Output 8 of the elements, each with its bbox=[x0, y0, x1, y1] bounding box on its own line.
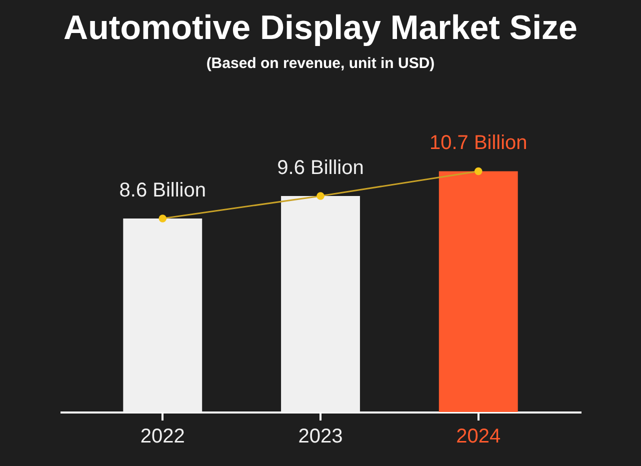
data-label: 10.7 Billion bbox=[429, 132, 528, 154]
x-tick-label: 2024 bbox=[456, 426, 501, 448]
data-label: 8.6 Billion bbox=[119, 179, 206, 202]
chart-subtitle: (Based on revenue, unit in USD) bbox=[206, 55, 435, 72]
x-tick-label: 2023 bbox=[298, 426, 343, 448]
x-tick-label: 2022 bbox=[140, 426, 185, 448]
data-label: 9.6 Billion bbox=[277, 156, 364, 179]
chart-title: Automotive Display Market Size bbox=[64, 9, 578, 47]
